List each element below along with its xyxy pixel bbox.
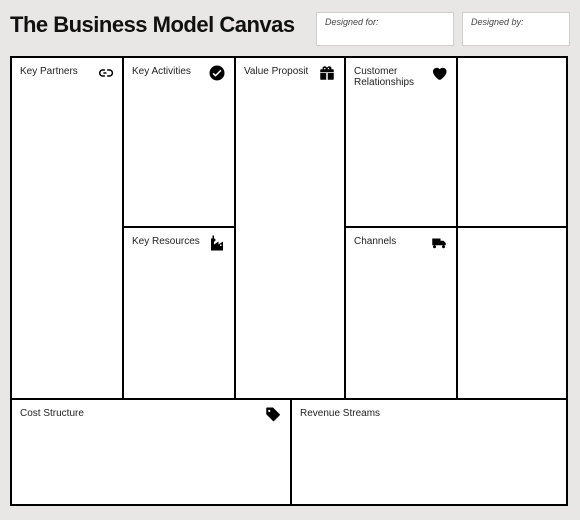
block-value-proposition: Value Proposit	[236, 58, 344, 398]
tag-icon	[264, 406, 282, 424]
block-customer-relationships-ext	[456, 58, 566, 228]
check-circle-icon	[208, 64, 226, 82]
heart-icon	[430, 64, 448, 82]
designed-by-label: Designed by:	[471, 17, 561, 27]
block-channels-ext	[456, 228, 566, 398]
block-channels: Channels	[346, 228, 456, 398]
block-key-resources: Key Resources	[124, 228, 234, 398]
block-title: Revenue Streams	[300, 408, 558, 419]
block-customer-relationships: Customer Relationships	[346, 58, 456, 228]
link-icon	[96, 64, 114, 82]
bmc-canvas: Key Partners Key Activities Key Resource…	[10, 56, 568, 506]
truck-icon	[430, 234, 448, 252]
block-key-partners: Key Partners	[12, 58, 122, 398]
designed-for-box: Designed for:	[316, 12, 454, 46]
factory-icon	[208, 234, 226, 252]
designed-by-box: Designed by:	[462, 12, 570, 46]
gift-icon	[318, 64, 336, 82]
block-title: Cost Structure	[20, 408, 282, 419]
block-key-activities: Key Activities	[124, 58, 234, 228]
designed-for-label: Designed for:	[325, 17, 445, 27]
page-title: The Business Model Canvas	[10, 12, 308, 38]
block-cost-structure: Cost Structure	[12, 400, 292, 504]
block-revenue-streams: Revenue Streams	[292, 400, 566, 504]
